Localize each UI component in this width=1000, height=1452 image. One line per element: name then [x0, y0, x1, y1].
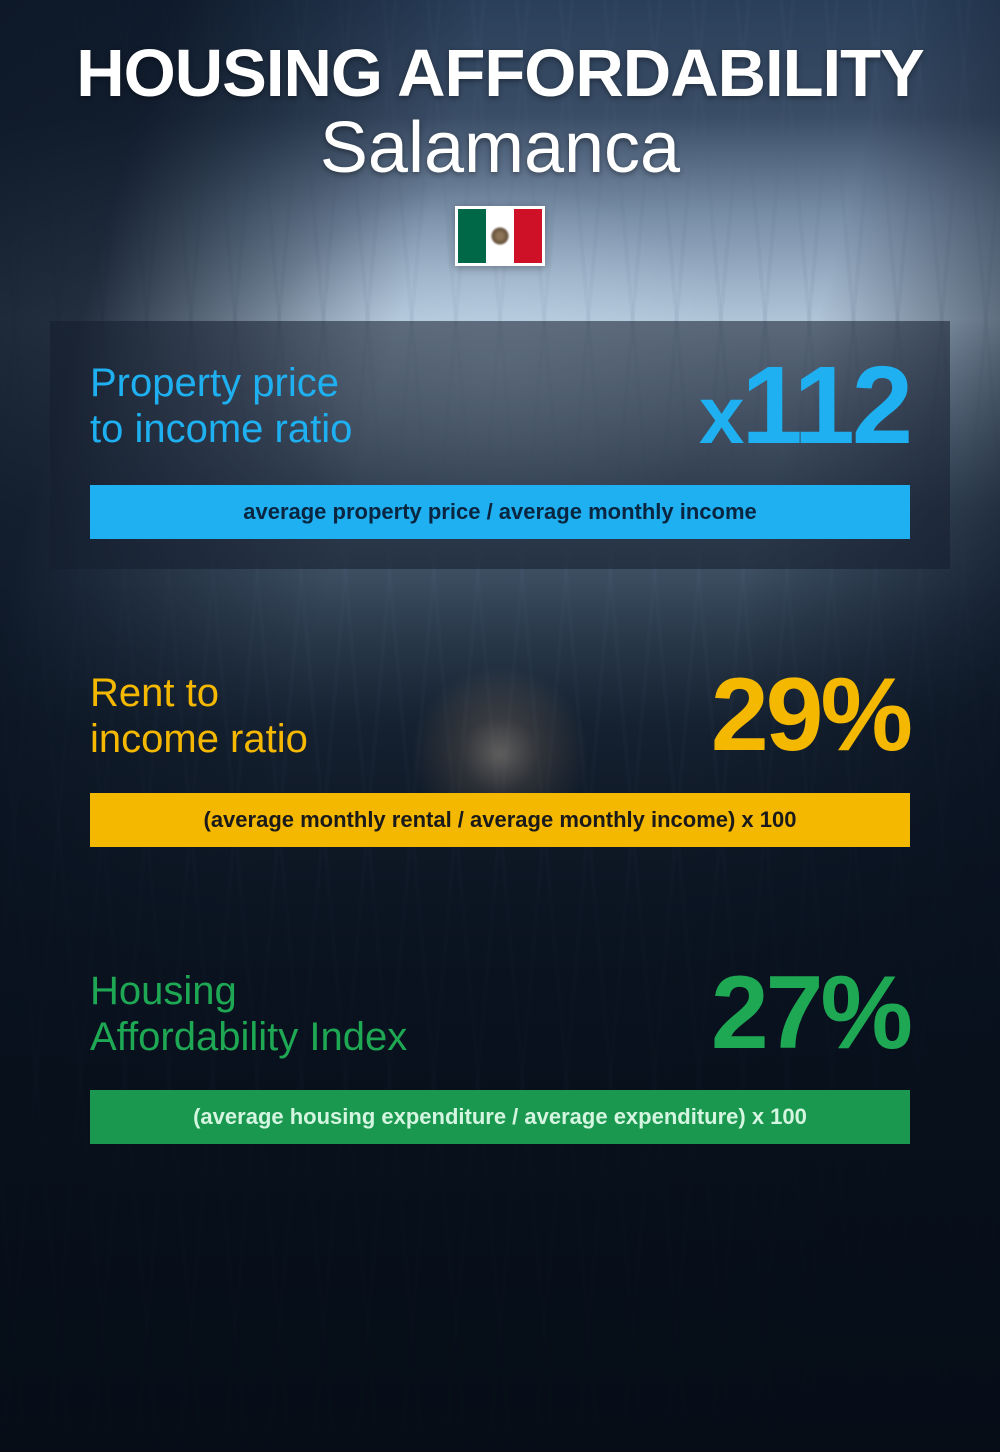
metric-value-number: 27% [711, 955, 910, 1071]
metric-row: Property priceto income ratio x112 [90, 356, 910, 455]
page-subtitle: Salamanca [50, 109, 950, 188]
metrics-list: Property priceto income ratio x112 average… [50, 321, 950, 1244]
metric-label: Property priceto income ratio [90, 360, 352, 452]
metric-formula: (average monthly rental / average monthl… [90, 793, 910, 847]
metric-label: HousingAffordability Index [90, 968, 407, 1060]
metric-value-prefix: x [699, 370, 742, 461]
page-title: HOUSING AFFORDABILITY [50, 40, 950, 107]
metric-card: Property priceto income ratio x112 average… [50, 321, 950, 569]
flag-stripe-right [514, 209, 542, 263]
metric-row: HousingAffordability Index 27% [90, 967, 910, 1061]
content-container: HOUSING AFFORDABILITY Salamanca Property… [0, 0, 1000, 1452]
metric-row: Rent toincome ratio 29% [90, 669, 910, 763]
flag-stripe-left [458, 209, 486, 263]
metric-value: 27% [711, 967, 910, 1061]
metric-card: HousingAffordability Index 27% (average ho… [50, 947, 950, 1175]
metric-value-number: 29% [711, 657, 910, 773]
metric-value: x112 [699, 356, 910, 455]
header: HOUSING AFFORDABILITY Salamanca [50, 40, 950, 271]
metric-label: Rent toincome ratio [90, 670, 308, 762]
metric-value: 29% [711, 669, 910, 763]
metric-card: Rent toincome ratio 29% (average monthly r… [50, 649, 950, 877]
mexico-flag-icon [455, 206, 545, 266]
flag-emblem-icon [490, 226, 510, 246]
metric-formula: average property price / average monthly… [90, 485, 910, 539]
metric-value-number: 112 [742, 344, 910, 467]
metric-formula: (average housing expenditure / average e… [90, 1090, 910, 1144]
